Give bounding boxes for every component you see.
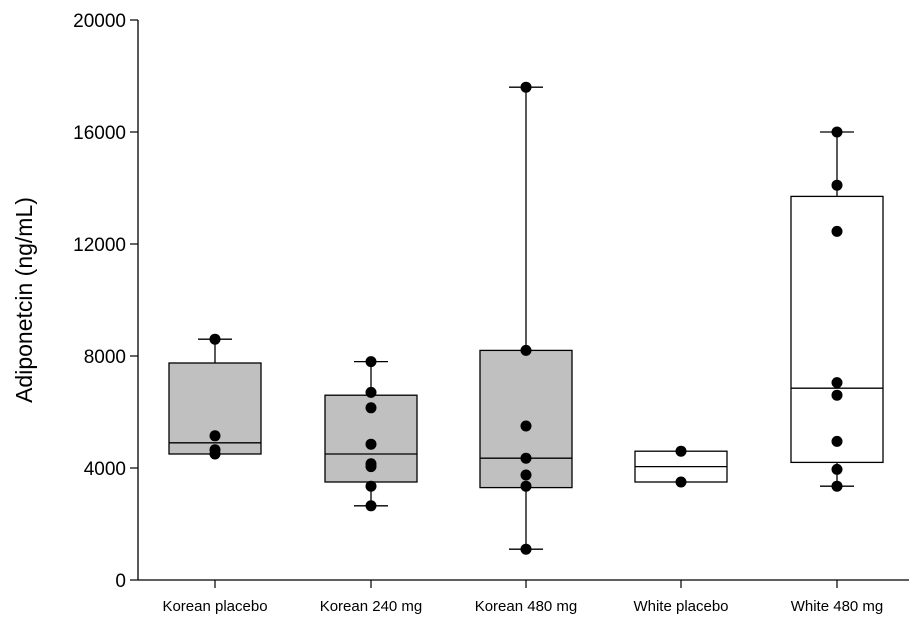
data-point: [831, 480, 843, 492]
y-axis-title: Adiponetcin (ng/mL): [11, 197, 37, 403]
data-point: [365, 386, 377, 398]
data-point: [831, 389, 843, 401]
data-point: [365, 438, 377, 450]
box-group: [634, 445, 728, 488]
data-point: [209, 448, 221, 460]
data-point: [520, 344, 532, 356]
data-point: [520, 452, 532, 464]
data-point: [831, 179, 843, 191]
data-point: [831, 463, 843, 475]
x-category-label: Korean 480 mg: [475, 598, 578, 615]
y-tick-label: 4000: [84, 459, 126, 480]
data-point: [365, 480, 377, 492]
data-point: [520, 420, 532, 432]
data-point: [520, 81, 532, 93]
data-point: [675, 476, 687, 488]
data-point: [365, 402, 377, 414]
data-point: [831, 126, 843, 138]
y-tick-label: 16000: [73, 123, 126, 144]
y-tick-label: 0: [115, 571, 126, 592]
y-tick-label: 20000: [73, 11, 126, 32]
y-tick-label: 12000: [73, 235, 126, 256]
x-ticks: Korean placebo Korean 240 mg Korean 480 mg…: [162, 580, 883, 615]
boxes: [168, 81, 884, 555]
data-point: [520, 543, 532, 555]
data-point: [365, 356, 377, 368]
y-ticks: 0 4000 8000 12000 16000 20000: [73, 11, 138, 592]
data-point: [365, 461, 377, 473]
data-point: [831, 435, 843, 447]
y-tick-label: 8000: [84, 347, 126, 368]
box-group: [168, 333, 262, 460]
data-point: [520, 469, 532, 481]
box-rect: [479, 349, 573, 489]
data-point: [831, 377, 843, 389]
x-category-label: White 480 mg: [791, 598, 884, 615]
axes: [137, 20, 909, 581]
x-category-label: White placebo: [633, 598, 728, 615]
data-point: [675, 445, 687, 457]
x-category-label: Korean placebo: [162, 598, 267, 615]
box-group: [324, 356, 418, 512]
data-point: [209, 430, 221, 442]
data-point: [365, 500, 377, 512]
box-rect: [790, 195, 884, 464]
data-point: [209, 333, 221, 345]
x-category-label: Korean 240 mg: [320, 598, 423, 615]
data-point: [520, 480, 532, 492]
box-group: [790, 126, 884, 492]
data-point: [831, 225, 843, 237]
box-group: [479, 81, 573, 555]
